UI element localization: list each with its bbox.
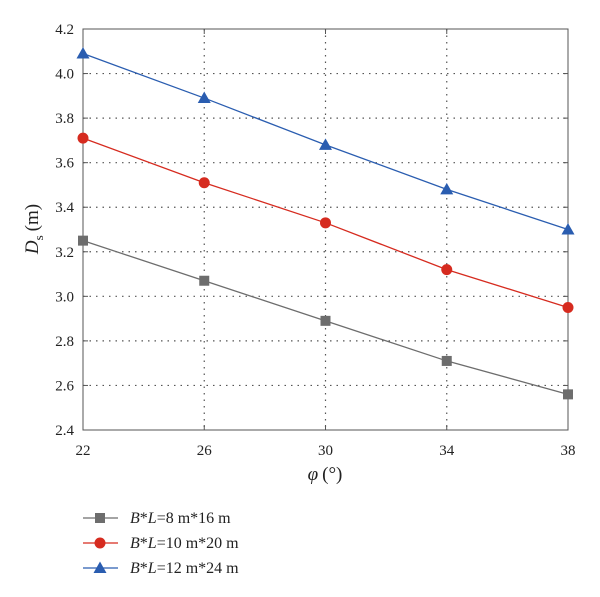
y-tick-label: 2.8 — [55, 334, 74, 350]
legend-label: B*L=10 m*20 m — [130, 535, 239, 552]
legend-label-part: L — [147, 510, 157, 527]
x-axis-label-main: φ — [308, 464, 319, 485]
series-layer — [76, 47, 575, 400]
data-point-triangle — [76, 47, 90, 59]
legend-label-part: B — [130, 560, 140, 577]
plot-frame — [82, 28, 569, 431]
legend-marker-circle — [94, 537, 106, 549]
legend: B*L=8 m*16 mB*L=10 m*20 mB*L=12 m*24 m — [83, 510, 239, 577]
y-tick-label: 2.4 — [55, 423, 74, 439]
legend-marker-triangle — [93, 561, 107, 573]
x-axis-label: φ (°) — [308, 464, 343, 485]
legend-label-part: * — [140, 560, 148, 577]
data-point-triangle — [561, 223, 575, 235]
legend-label-part: * — [140, 535, 148, 552]
y-axis-label: Ds (m) — [22, 204, 46, 255]
data-point-circle — [320, 217, 331, 229]
legend-label-part: B — [130, 510, 140, 527]
data-point-triangle — [197, 91, 211, 104]
data-point-square — [199, 275, 210, 286]
x-tick-label: 22 — [76, 443, 91, 459]
data-point-square — [78, 235, 88, 246]
legend-label-part: =10 m*20 m — [157, 535, 239, 552]
data-point-square — [563, 389, 573, 400]
y-tick-label: 4.2 — [55, 22, 74, 38]
x-axis-label-unit: (°) — [322, 464, 342, 485]
series-1 — [78, 235, 573, 400]
data-point-circle — [198, 177, 210, 189]
y-tick-label: 4.0 — [55, 67, 74, 83]
legend-label-part: L — [147, 560, 157, 577]
y-axis-label-subscript: s — [31, 235, 46, 240]
series-3 — [76, 47, 575, 235]
legend-label-part: B — [130, 535, 140, 552]
legend-label: B*L=8 m*16 m — [130, 510, 231, 527]
data-point-circle — [77, 132, 89, 144]
legend-item: B*L=8 m*16 m — [83, 510, 231, 527]
legend-item: B*L=10 m*20 m — [83, 535, 239, 552]
axis-ticks: 22 26 30 34 38 2.4 2.6 2.8 3.0 3.2 3.4 3.6 3.8 4.0 4.2 — [55, 22, 575, 459]
y-axis-label-unit: (m) — [22, 204, 43, 231]
x-tick-label: 30 — [318, 443, 333, 459]
legend-label-part: L — [147, 535, 157, 552]
x-tick-label: 38 — [561, 443, 576, 459]
legend-label: B*L=12 m*24 m — [130, 560, 239, 577]
y-tick-label: 2.6 — [55, 378, 74, 394]
grid-lines — [83, 29, 568, 430]
legend-label-part: * — [140, 510, 148, 527]
legend-label-part: =12 m*24 m — [157, 560, 239, 577]
y-axis-label-main: D — [22, 240, 43, 255]
legend-item: B*L=12 m*24 m — [83, 560, 239, 577]
y-tick-label: 3.8 — [55, 111, 74, 127]
x-tick-label: 26 — [197, 443, 213, 459]
data-point-square — [441, 355, 452, 366]
series-2 — [77, 132, 574, 313]
data-point-circle — [562, 301, 574, 313]
data-point-circle — [441, 264, 453, 276]
data-point-triangle — [440, 182, 454, 195]
legend-marker-square — [95, 513, 105, 523]
x-tick-label: 34 — [439, 443, 455, 459]
y-tick-label: 3.2 — [55, 245, 74, 261]
data-point-triangle — [319, 138, 332, 150]
y-tick-label: 3.4 — [55, 200, 74, 216]
legend-label-part: =8 m*16 m — [157, 510, 231, 527]
data-point-square — [320, 315, 331, 326]
y-tick-label: 3.0 — [55, 289, 74, 305]
y-tick-label: 3.6 — [55, 156, 74, 172]
